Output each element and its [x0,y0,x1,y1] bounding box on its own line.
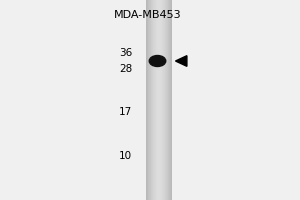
Bar [146,0,147,200]
Bar [164,0,165,200]
Bar [154,0,155,200]
Bar [156,0,157,200]
Bar [150,0,151,200]
Bar [162,0,163,200]
Bar [165,0,166,200]
Bar [153,0,154,200]
Bar [169,0,170,200]
Bar [166,0,167,200]
Bar [148,0,149,200]
Bar [167,0,168,200]
Text: 17: 17 [119,107,132,117]
Bar [170,0,171,200]
Ellipse shape [149,55,166,66]
Bar [159,0,160,200]
Text: 10: 10 [119,151,132,161]
Bar [158,0,159,200]
Bar [152,0,153,200]
Bar [169,0,170,200]
Polygon shape [176,56,187,66]
Bar [168,0,169,200]
Bar [147,0,148,200]
Bar [157,0,158,200]
Text: MDA-MB453: MDA-MB453 [114,10,182,20]
Bar [171,0,172,200]
Text: 28: 28 [119,64,132,74]
Bar [160,0,161,200]
Bar [155,0,156,200]
Bar [151,0,152,200]
Bar [149,0,150,200]
Text: 36: 36 [119,48,132,58]
Bar [163,0,164,200]
